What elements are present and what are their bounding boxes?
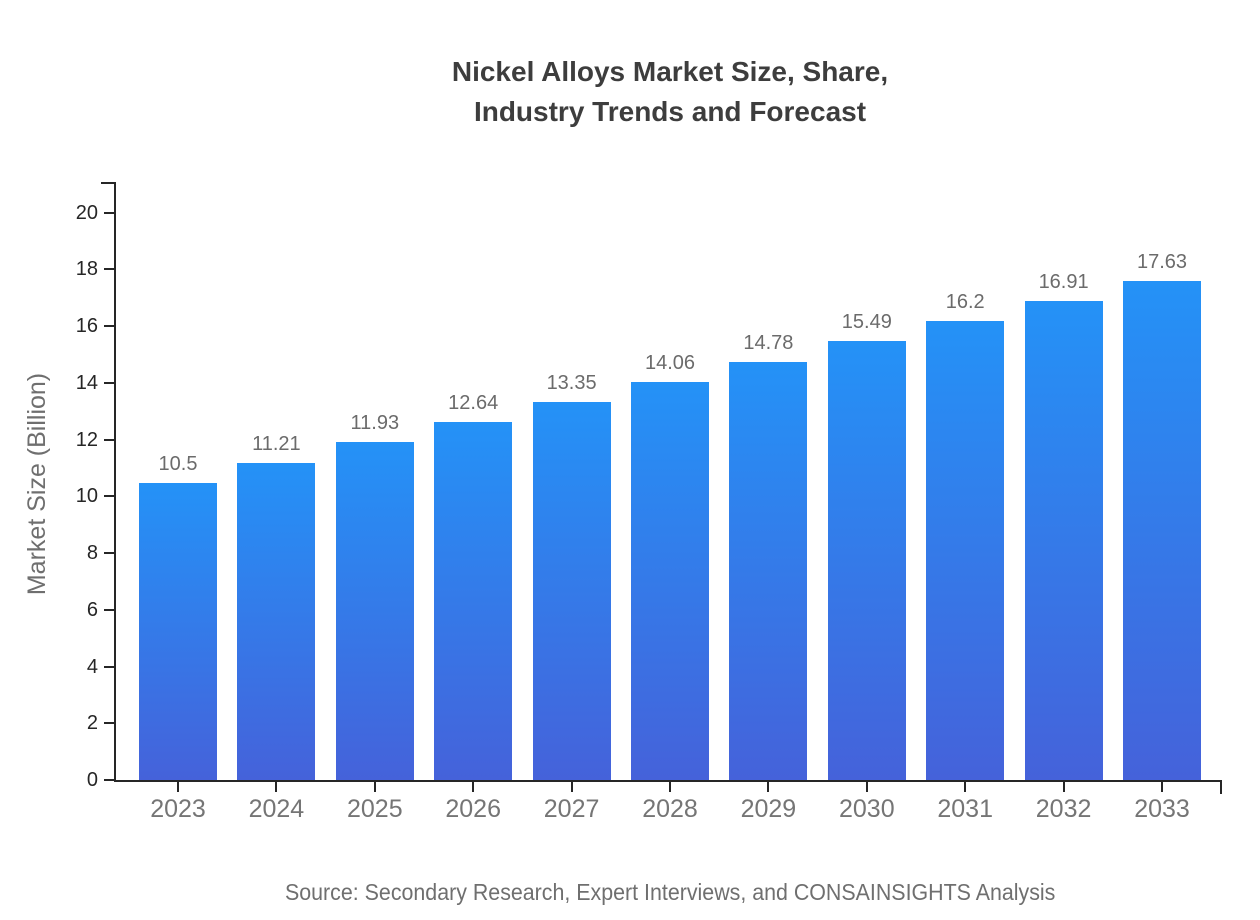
source-note: Source: Secondary Research, Expert Inter… bbox=[115, 879, 1225, 906]
x-axis-tick-label: 2029 bbox=[740, 795, 797, 823]
bar-value-label: 16.91 bbox=[1038, 271, 1089, 294]
y-axis-tick bbox=[104, 608, 115, 611]
y-axis-tick-label: 4 bbox=[86, 655, 98, 678]
x-axis-tick-label: 2025 bbox=[346, 795, 403, 823]
bar-2033 bbox=[1123, 280, 1201, 780]
x-axis-tick bbox=[570, 780, 573, 792]
y-axis-tick bbox=[104, 438, 115, 441]
bar-2030 bbox=[827, 341, 906, 780]
bar-value-label: 10.5 bbox=[158, 453, 198, 476]
y-axis-tick-label: 10 bbox=[75, 485, 98, 508]
bar-value-label: 13.35 bbox=[546, 372, 597, 395]
x-axis-tick bbox=[1062, 780, 1065, 792]
bar-value-label: 14.06 bbox=[644, 352, 696, 375]
bar-2023 bbox=[139, 483, 217, 780]
bar-value-label: 11.93 bbox=[350, 412, 400, 435]
bar-2027 bbox=[532, 402, 611, 780]
y-axis-tick bbox=[104, 552, 115, 554]
x-axis-tick-label: 2026 bbox=[445, 795, 501, 823]
bar-2024 bbox=[237, 462, 316, 780]
x-axis-tick bbox=[767, 780, 770, 792]
x-axis-tick-label: 2032 bbox=[1035, 795, 1092, 823]
bar-2026 bbox=[434, 422, 513, 780]
y-axis-line bbox=[114, 182, 116, 782]
x-axis-tick bbox=[865, 780, 868, 792]
y-axis-tick bbox=[104, 211, 115, 214]
x-axis-line bbox=[114, 780, 1222, 782]
y-axis-tick bbox=[104, 325, 115, 327]
y-axis-tick-label: 20 bbox=[75, 201, 98, 224]
y-axis-tick-label: 18 bbox=[75, 258, 98, 281]
x-axis-tick bbox=[177, 780, 179, 792]
bar-value-label: 11.21 bbox=[252, 432, 301, 455]
bar-value-label: 16.2 bbox=[945, 291, 985, 314]
y-axis-tick-label: 0 bbox=[86, 769, 98, 791]
y-axis-tick bbox=[104, 665, 115, 668]
x-axis-tick bbox=[964, 780, 967, 792]
y-axis-tick bbox=[104, 381, 115, 384]
bar-2028 bbox=[631, 382, 709, 780]
bar-value-label: 17.63 bbox=[1136, 250, 1188, 273]
bar-2025 bbox=[335, 442, 414, 780]
y-axis-tick-label: 8 bbox=[86, 542, 98, 564]
y-axis-tick bbox=[104, 722, 115, 725]
bar-value-label: 15.49 bbox=[841, 311, 892, 334]
bar-value-label: 12.64 bbox=[448, 392, 499, 415]
x-axis-tick-label: 2027 bbox=[543, 795, 600, 823]
y-axis-tick-label: 14 bbox=[75, 371, 98, 394]
x-axis-tick bbox=[1161, 780, 1163, 792]
x-axis-tick bbox=[275, 780, 278, 792]
x-axis-tick bbox=[373, 780, 376, 792]
x-axis-tick-label: 2033 bbox=[1134, 795, 1190, 823]
x-axis-tick-label: 2030 bbox=[838, 795, 895, 823]
bar-2029 bbox=[729, 361, 808, 780]
x-axis-tick-label: 2031 bbox=[937, 795, 993, 823]
bar-2032 bbox=[1024, 301, 1103, 780]
y-axis-tick-label: 12 bbox=[75, 428, 98, 451]
y-axis-tick-label: 2 bbox=[86, 712, 98, 735]
y-axis-tick-label: 6 bbox=[86, 598, 98, 621]
y-axis-tick bbox=[104, 268, 115, 271]
x-axis-tick-label: 2023 bbox=[150, 795, 206, 823]
x-axis-end-cap bbox=[1220, 780, 1222, 794]
source-note-text: Source: Secondary Research, Expert Inter… bbox=[284, 879, 1056, 905]
x-axis-tick bbox=[669, 780, 671, 792]
y-axis-top-cap bbox=[101, 182, 116, 184]
y-axis-tick bbox=[104, 779, 115, 781]
x-axis-tick-label: 2028 bbox=[642, 795, 698, 823]
bar-value-label: 14.78 bbox=[743, 331, 794, 354]
y-axis-tick-label: 16 bbox=[75, 315, 98, 337]
x-axis-tick bbox=[472, 780, 475, 792]
x-axis-tick-label: 2024 bbox=[248, 795, 305, 823]
y-axis-tick bbox=[104, 495, 115, 498]
chart-title: Nickel Alloys Market Size, Share, Indust… bbox=[451, 56, 889, 127]
bar-2031 bbox=[926, 321, 1005, 780]
